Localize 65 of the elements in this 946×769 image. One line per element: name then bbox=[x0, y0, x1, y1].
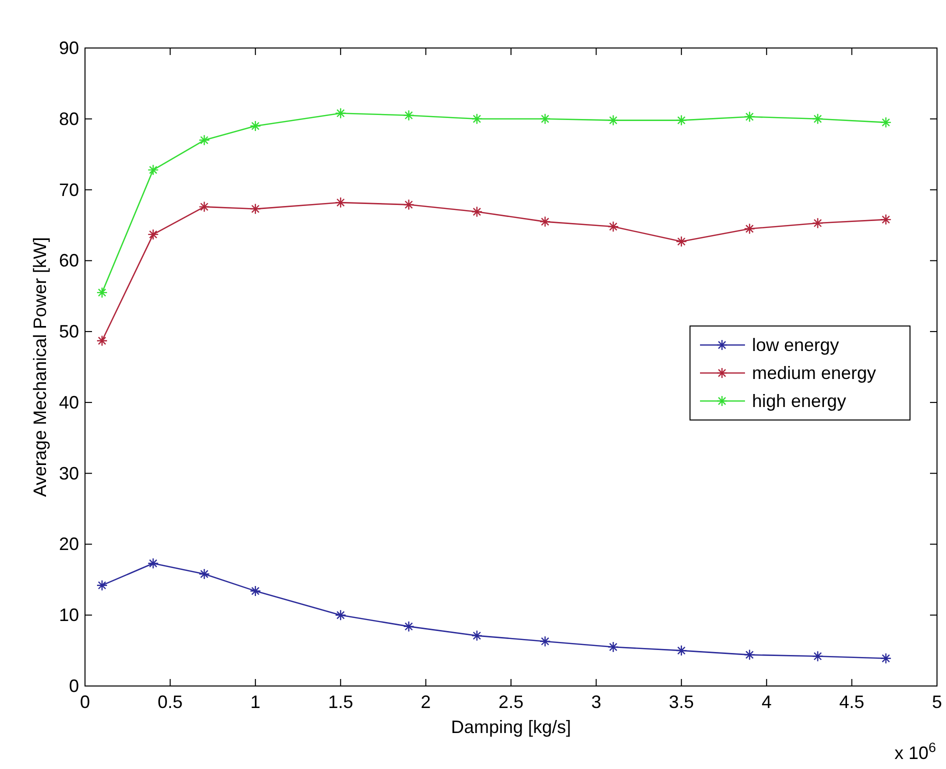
point bbox=[744, 111, 756, 122]
point bbox=[471, 630, 483, 642]
point bbox=[880, 652, 892, 664]
point bbox=[250, 203, 261, 215]
y-tick-label: 30 bbox=[58, 463, 79, 484]
x-tick-label: 5 bbox=[932, 692, 942, 712]
point bbox=[539, 216, 551, 228]
y-tick-label: 0 bbox=[68, 676, 79, 696]
point bbox=[676, 236, 687, 248]
legend-label: high energy bbox=[752, 391, 846, 411]
y-tick-label: 20 bbox=[58, 534, 79, 554]
point bbox=[96, 286, 108, 298]
x-axis-title: Damping [kg/s] bbox=[450, 717, 572, 737]
x-tick-label: 3.5 bbox=[668, 692, 694, 712]
point bbox=[403, 620, 414, 632]
y-tick-label: 50 bbox=[58, 322, 79, 342]
x-tick-label: 0.5 bbox=[158, 692, 183, 712]
point bbox=[403, 110, 414, 121]
y-tick-label: 80 bbox=[58, 108, 79, 129]
point bbox=[880, 116, 892, 128]
x-tick-label: 4.5 bbox=[839, 692, 864, 712]
point bbox=[148, 228, 159, 240]
y-tick-label: 90 bbox=[58, 38, 79, 58]
point bbox=[198, 568, 210, 580]
point bbox=[96, 580, 108, 591]
point bbox=[676, 114, 687, 126]
y-tick-label: 60 bbox=[58, 250, 79, 271]
point bbox=[812, 113, 824, 124]
x-tick-label: 3 bbox=[591, 692, 602, 712]
point bbox=[608, 641, 619, 653]
x-tick-label: 1 bbox=[250, 692, 260, 712]
x-tick-label: 2.5 bbox=[498, 692, 524, 712]
point bbox=[539, 636, 551, 647]
point bbox=[744, 649, 756, 660]
legend-label: medium energy bbox=[752, 363, 876, 383]
point bbox=[335, 108, 346, 119]
point bbox=[335, 610, 346, 621]
point bbox=[608, 114, 619, 126]
y-tick-label: 70 bbox=[58, 180, 79, 200]
x-tick-label: 1.5 bbox=[328, 692, 354, 712]
x-tick-label: 4 bbox=[762, 692, 772, 712]
text: x 10$^{6}$ bbox=[894, 740, 936, 763]
y-tick-label: 40 bbox=[58, 392, 79, 412]
y-tick-label: 10 bbox=[58, 605, 79, 626]
point bbox=[880, 214, 892, 226]
point bbox=[250, 585, 261, 597]
point bbox=[403, 199, 414, 210]
point bbox=[539, 113, 551, 124]
point bbox=[812, 650, 824, 662]
point bbox=[148, 558, 159, 569]
point bbox=[744, 223, 756, 234]
point bbox=[608, 221, 619, 232]
y-axis-title: Average Mechanical Power [kW] bbox=[30, 237, 50, 497]
legend-label: low energy bbox=[752, 335, 840, 355]
point bbox=[676, 644, 687, 656]
point bbox=[471, 206, 483, 218]
point bbox=[250, 120, 261, 132]
point bbox=[96, 335, 108, 346]
point bbox=[335, 196, 346, 208]
point bbox=[471, 113, 483, 124]
point bbox=[198, 134, 210, 146]
x-tick-label: 2 bbox=[420, 692, 431, 712]
point bbox=[198, 201, 210, 212]
point bbox=[812, 217, 824, 229]
point bbox=[148, 164, 159, 176]
